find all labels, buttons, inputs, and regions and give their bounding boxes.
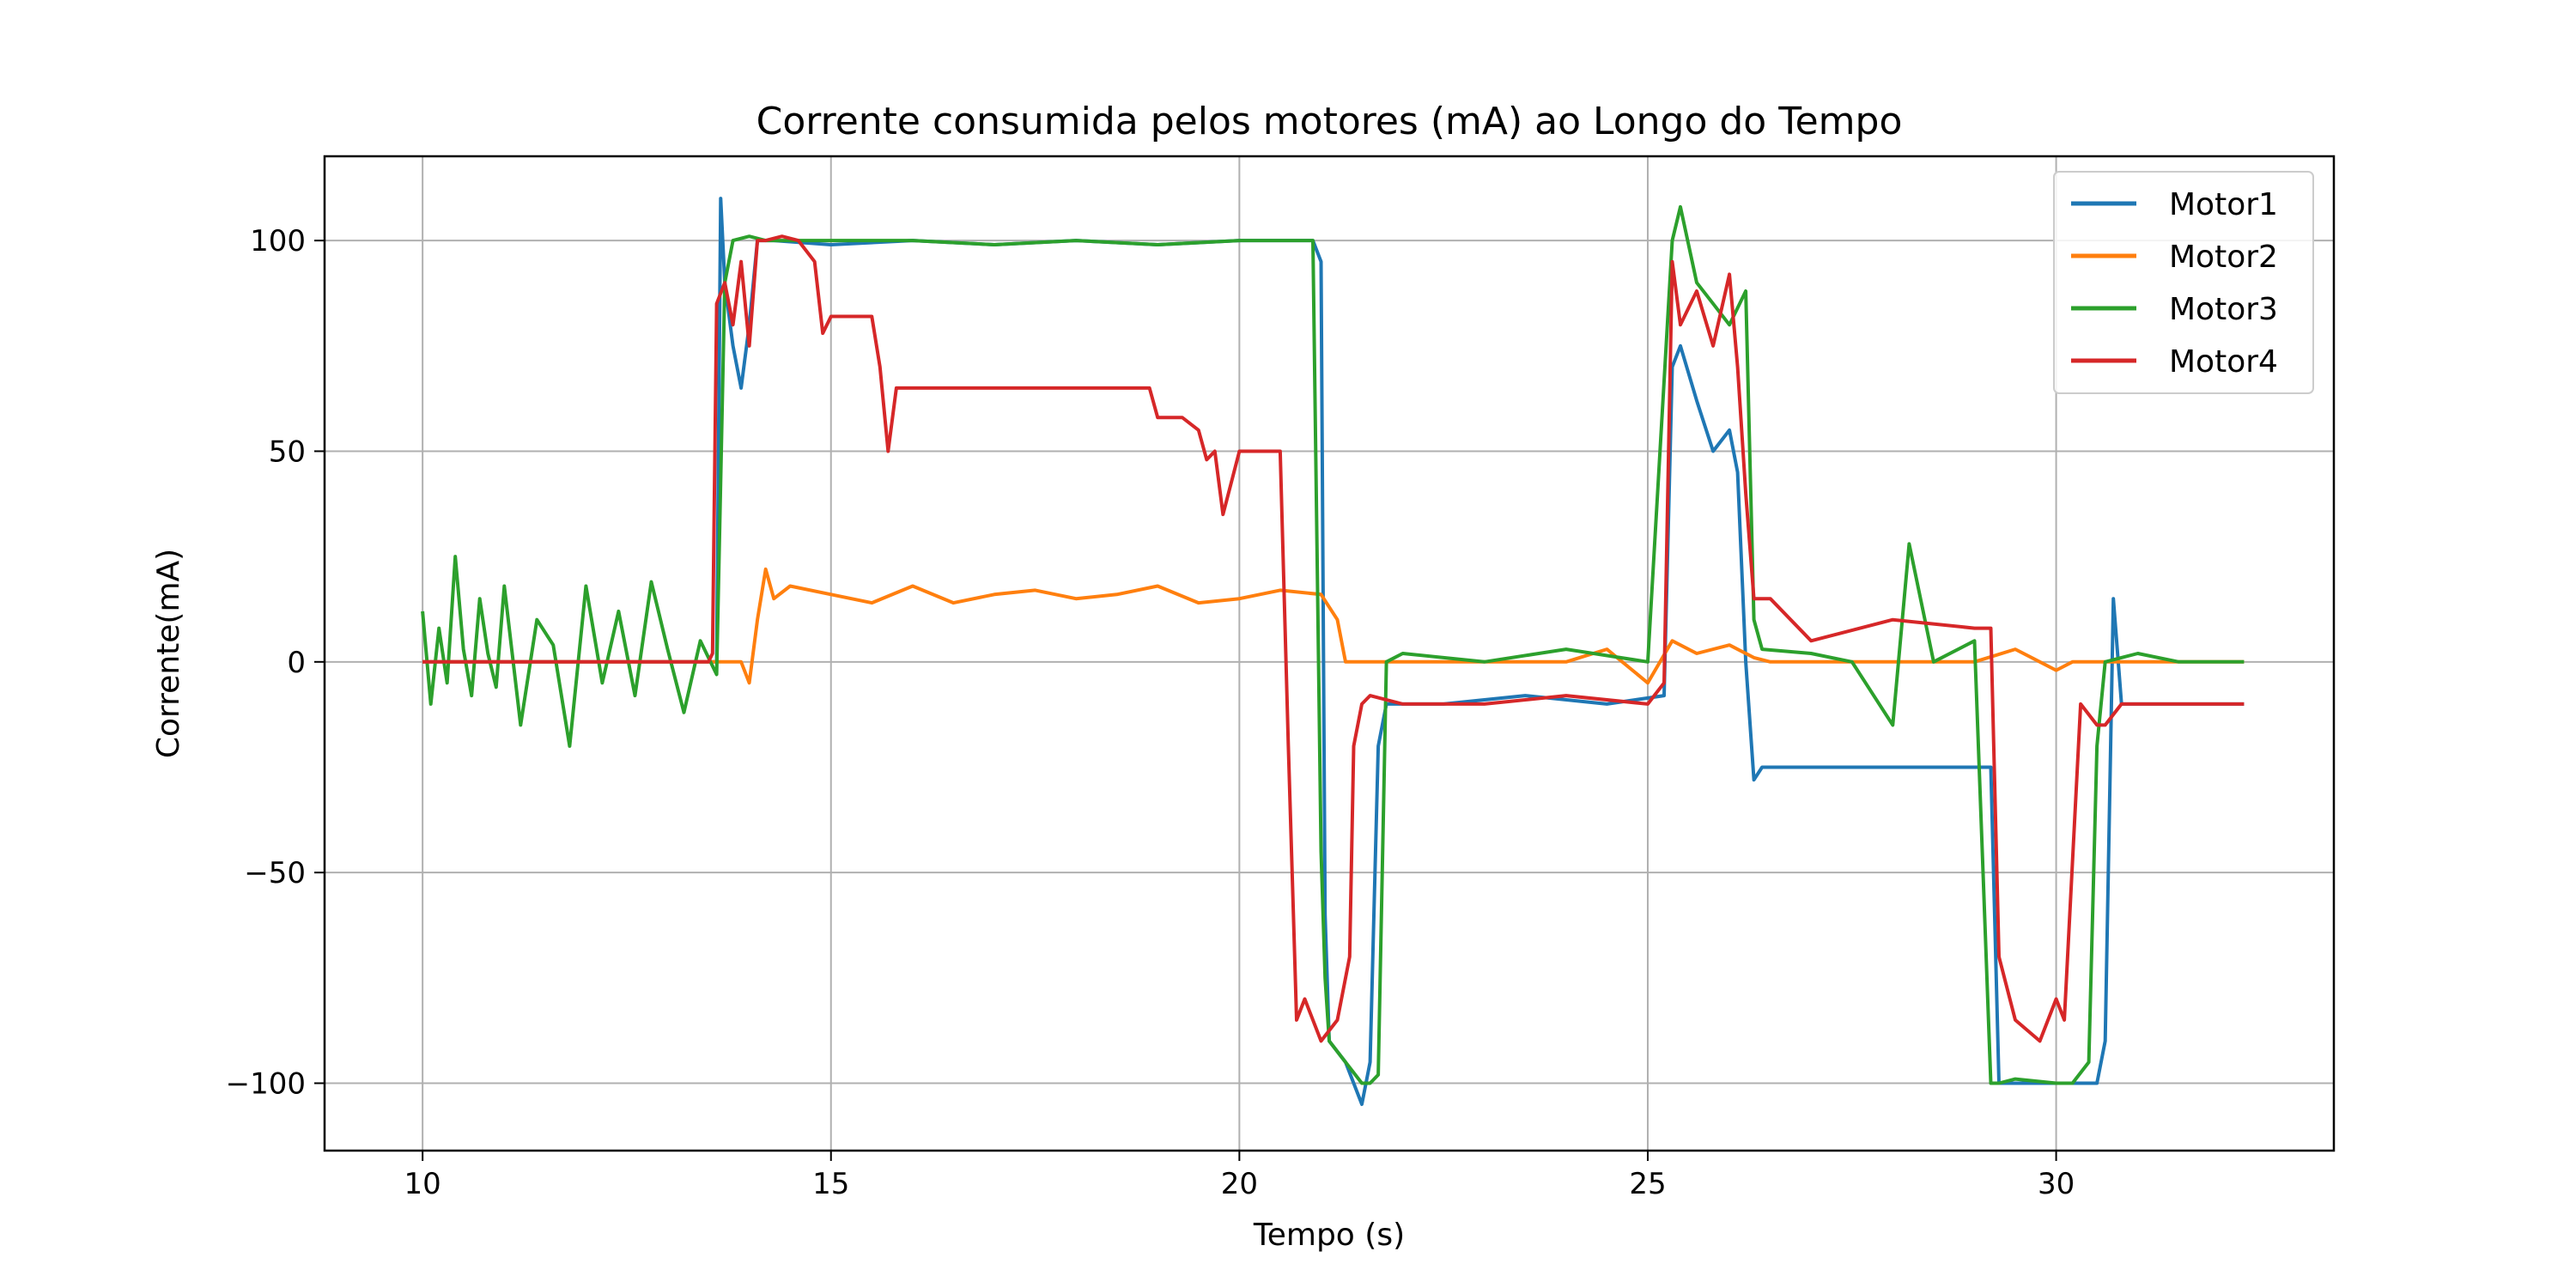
legend: Motor1 Motor2 Motor3 Motor4 bbox=[2053, 171, 2314, 394]
legend-box bbox=[2053, 171, 2314, 394]
legend-label-motor4: Motor4 bbox=[2169, 344, 2278, 380]
x-tick-label: 10 bbox=[404, 1167, 441, 1201]
y-tick-label: −100 bbox=[226, 1066, 306, 1101]
x-tick-label: 15 bbox=[812, 1167, 849, 1201]
x-tick-label: 25 bbox=[1629, 1167, 1666, 1201]
y-tick-label: 100 bbox=[250, 224, 306, 258]
chart-title: Corrente consumida pelos motores (mA) ao… bbox=[756, 100, 1903, 143]
series-line-motor4 bbox=[422, 234, 2245, 1043]
series-line-motor3 bbox=[421, 204, 2245, 1085]
ticks: 10 15 20 25 30 −100 −50 0 50 100 bbox=[226, 224, 2075, 1201]
legend-label-motor3: Motor3 bbox=[2169, 292, 2278, 327]
y-axis-label: Corrente(mA) bbox=[151, 549, 186, 758]
x-axis-label: Tempo (s) bbox=[1253, 1218, 1405, 1253]
x-tick-label: 30 bbox=[2038, 1167, 2075, 1201]
legend-label-motor1: Motor1 bbox=[2169, 187, 2278, 222]
y-tick-label: 0 bbox=[287, 646, 306, 680]
plot-frame bbox=[323, 155, 2336, 1152]
x-tick-label: 20 bbox=[1221, 1167, 1258, 1201]
series-lines bbox=[421, 197, 2245, 1106]
series-line-motor2 bbox=[422, 567, 2245, 685]
y-tick-label: −50 bbox=[244, 856, 306, 890]
legend-label-motor2: Motor2 bbox=[2169, 240, 2278, 275]
y-tick-label: 50 bbox=[269, 434, 306, 469]
